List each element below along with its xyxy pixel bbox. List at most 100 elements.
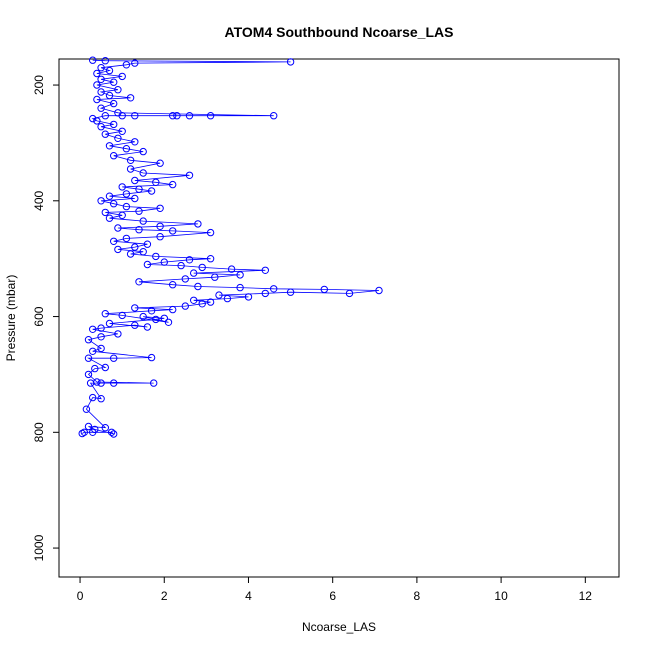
x-axis: 0 2 4 6 8 10 12: [77, 577, 593, 603]
data-point: [110, 354, 118, 362]
data-point: [84, 370, 93, 379]
y-tick-label: 600: [32, 306, 46, 326]
data-point: [173, 112, 181, 120]
y-tick-label: 200: [32, 75, 46, 95]
data-point: [91, 425, 99, 434]
data-point: [118, 311, 126, 320]
data-point: [164, 318, 173, 326]
data-point: [114, 134, 122, 143]
data-point: [169, 281, 177, 289]
data-point: [110, 99, 118, 108]
data-point: [131, 138, 139, 146]
data-point: [135, 185, 143, 193]
data-point: [194, 282, 202, 291]
data-point: [126, 165, 135, 173]
data-point: [236, 283, 244, 292]
data-point: [223, 294, 232, 303]
data-point: [181, 275, 190, 283]
data-point: [211, 273, 219, 281]
data-point: [156, 159, 164, 167]
data-point: [105, 91, 114, 100]
data-point: [126, 250, 135, 258]
data-point: [101, 57, 110, 65]
data-point: [261, 289, 269, 298]
x-tick-label: 8: [414, 589, 421, 603]
data-point: [84, 336, 93, 344]
y-axis: 200 400 600 800 1000: [32, 75, 59, 561]
data-point: [122, 202, 131, 211]
data-point: [152, 315, 160, 324]
data-point: [110, 379, 118, 387]
data-point: [82, 405, 91, 413]
data-point: [114, 86, 122, 94]
x-tick-label: 0: [77, 589, 84, 603]
data-point: [286, 58, 295, 66]
data-point: [97, 344, 105, 353]
data-point: [198, 263, 206, 272]
data-point: [97, 395, 105, 403]
data-point: [101, 130, 110, 138]
data-point: [286, 288, 295, 296]
data-point: [160, 258, 169, 266]
data-point: [126, 156, 135, 165]
data-point: [97, 104, 105, 112]
data-point: [97, 333, 105, 341]
data-point: [89, 393, 97, 402]
data-point: [89, 56, 97, 64]
data-point: [181, 302, 190, 310]
data-point: [105, 214, 114, 222]
data-point: [110, 200, 118, 208]
data-point: [227, 265, 236, 273]
data-point: [150, 379, 158, 387]
data-point: [131, 194, 139, 203]
data-point: [215, 291, 223, 299]
y-tick-label: 1000: [32, 534, 46, 561]
data-point: [198, 300, 206, 308]
data-point: [93, 378, 101, 386]
data-point: [89, 114, 97, 123]
data-point: [143, 240, 152, 248]
data-point: [143, 323, 152, 331]
data-point: [177, 261, 185, 270]
data-point: [169, 227, 177, 235]
data-point: [84, 422, 93, 431]
data-point: [89, 325, 97, 333]
data-point: [114, 330, 122, 338]
data-point: [91, 364, 99, 373]
data-point: [110, 78, 118, 86]
data-point: [261, 266, 269, 274]
data-point: [101, 112, 110, 120]
data-point: [160, 314, 169, 322]
data-point: [185, 256, 194, 264]
data-point: [135, 207, 143, 215]
data-point: [244, 293, 253, 301]
data-point: [131, 59, 139, 67]
data-point: [131, 321, 139, 329]
series-line: [82, 59, 380, 435]
chart-title: ATOM4 Southbound Ncoarse_LAS: [225, 24, 454, 40]
x-tick-label: 12: [579, 589, 593, 603]
data-point: [110, 152, 118, 160]
data-point: [114, 245, 122, 254]
data-point: [114, 224, 122, 232]
data-point: [135, 226, 143, 234]
x-tick-label: 10: [494, 589, 508, 603]
data-point: [190, 269, 198, 277]
data-point: [93, 117, 101, 125]
data-point: [143, 260, 152, 269]
data-point: [152, 178, 160, 187]
data-point: [110, 237, 118, 246]
y-tick-label: 400: [32, 190, 46, 210]
data-point: [169, 180, 177, 189]
data-point: [147, 307, 156, 315]
data-point: [101, 363, 110, 372]
data-point: [97, 64, 105, 72]
plot-frame: [58, 58, 620, 578]
data-point: [156, 233, 164, 241]
data-point: [156, 204, 164, 213]
data-point: [97, 324, 105, 332]
data-point: [105, 319, 114, 328]
data-point: [147, 353, 156, 362]
data-point: [194, 220, 202, 228]
data-point: [93, 95, 101, 104]
